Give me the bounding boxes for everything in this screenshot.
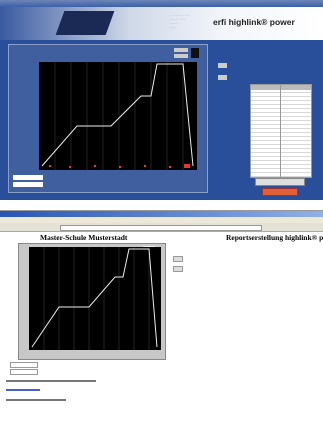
button[interactable] (173, 256, 183, 262)
button[interactable] (173, 266, 183, 272)
text-line (6, 380, 96, 382)
button[interactable] (218, 75, 227, 80)
data-table (250, 84, 312, 178)
text-line (6, 399, 66, 401)
banner-text: ··· ······ ··· ····· ···· ··· ······· ····… (170, 13, 190, 29)
banner-image (55, 11, 115, 35)
button[interactable] (255, 178, 305, 186)
plot-area (29, 247, 161, 350)
button[interactable] (262, 188, 298, 196)
banner: ··· ······ ··· ····· ···· ··· ······· ····… (0, 7, 323, 40)
input[interactable] (10, 369, 38, 375)
school-title: Master-Schule Musterstadt (40, 233, 128, 242)
table-divider (280, 85, 281, 177)
grid (43, 247, 150, 350)
button[interactable] (174, 54, 188, 58)
link[interactable] (6, 389, 40, 391)
input[interactable] (13, 175, 43, 180)
brand: erfi highlink® power (213, 17, 295, 27)
input[interactable] (13, 182, 43, 187)
grid (54, 62, 184, 170)
plot (39, 62, 197, 170)
button[interactable] (218, 63, 227, 68)
app-window: ··· ······ ··· ····· ···· ··· ······· ····… (0, 0, 323, 200)
icon (191, 48, 199, 58)
plot-line (41, 63, 194, 167)
button[interactable] (174, 48, 188, 52)
input[interactable] (10, 362, 38, 368)
plot (29, 247, 161, 350)
markers (49, 164, 190, 168)
report-title: Reportserstellung highlink® po (226, 233, 323, 242)
plot-line (31, 248, 158, 348)
graph-panel (8, 44, 208, 193)
title-bar (0, 0, 323, 7)
table-header (251, 85, 311, 90)
graph-panel (18, 243, 166, 360)
menu-bar (0, 217, 323, 223)
address-bar[interactable] (60, 225, 262, 231)
title-bar (0, 211, 323, 217)
plot-area (39, 62, 197, 170)
browser-window: Master-Schule Musterstadt Reportserstell… (0, 210, 323, 423)
toolbar (0, 223, 323, 232)
